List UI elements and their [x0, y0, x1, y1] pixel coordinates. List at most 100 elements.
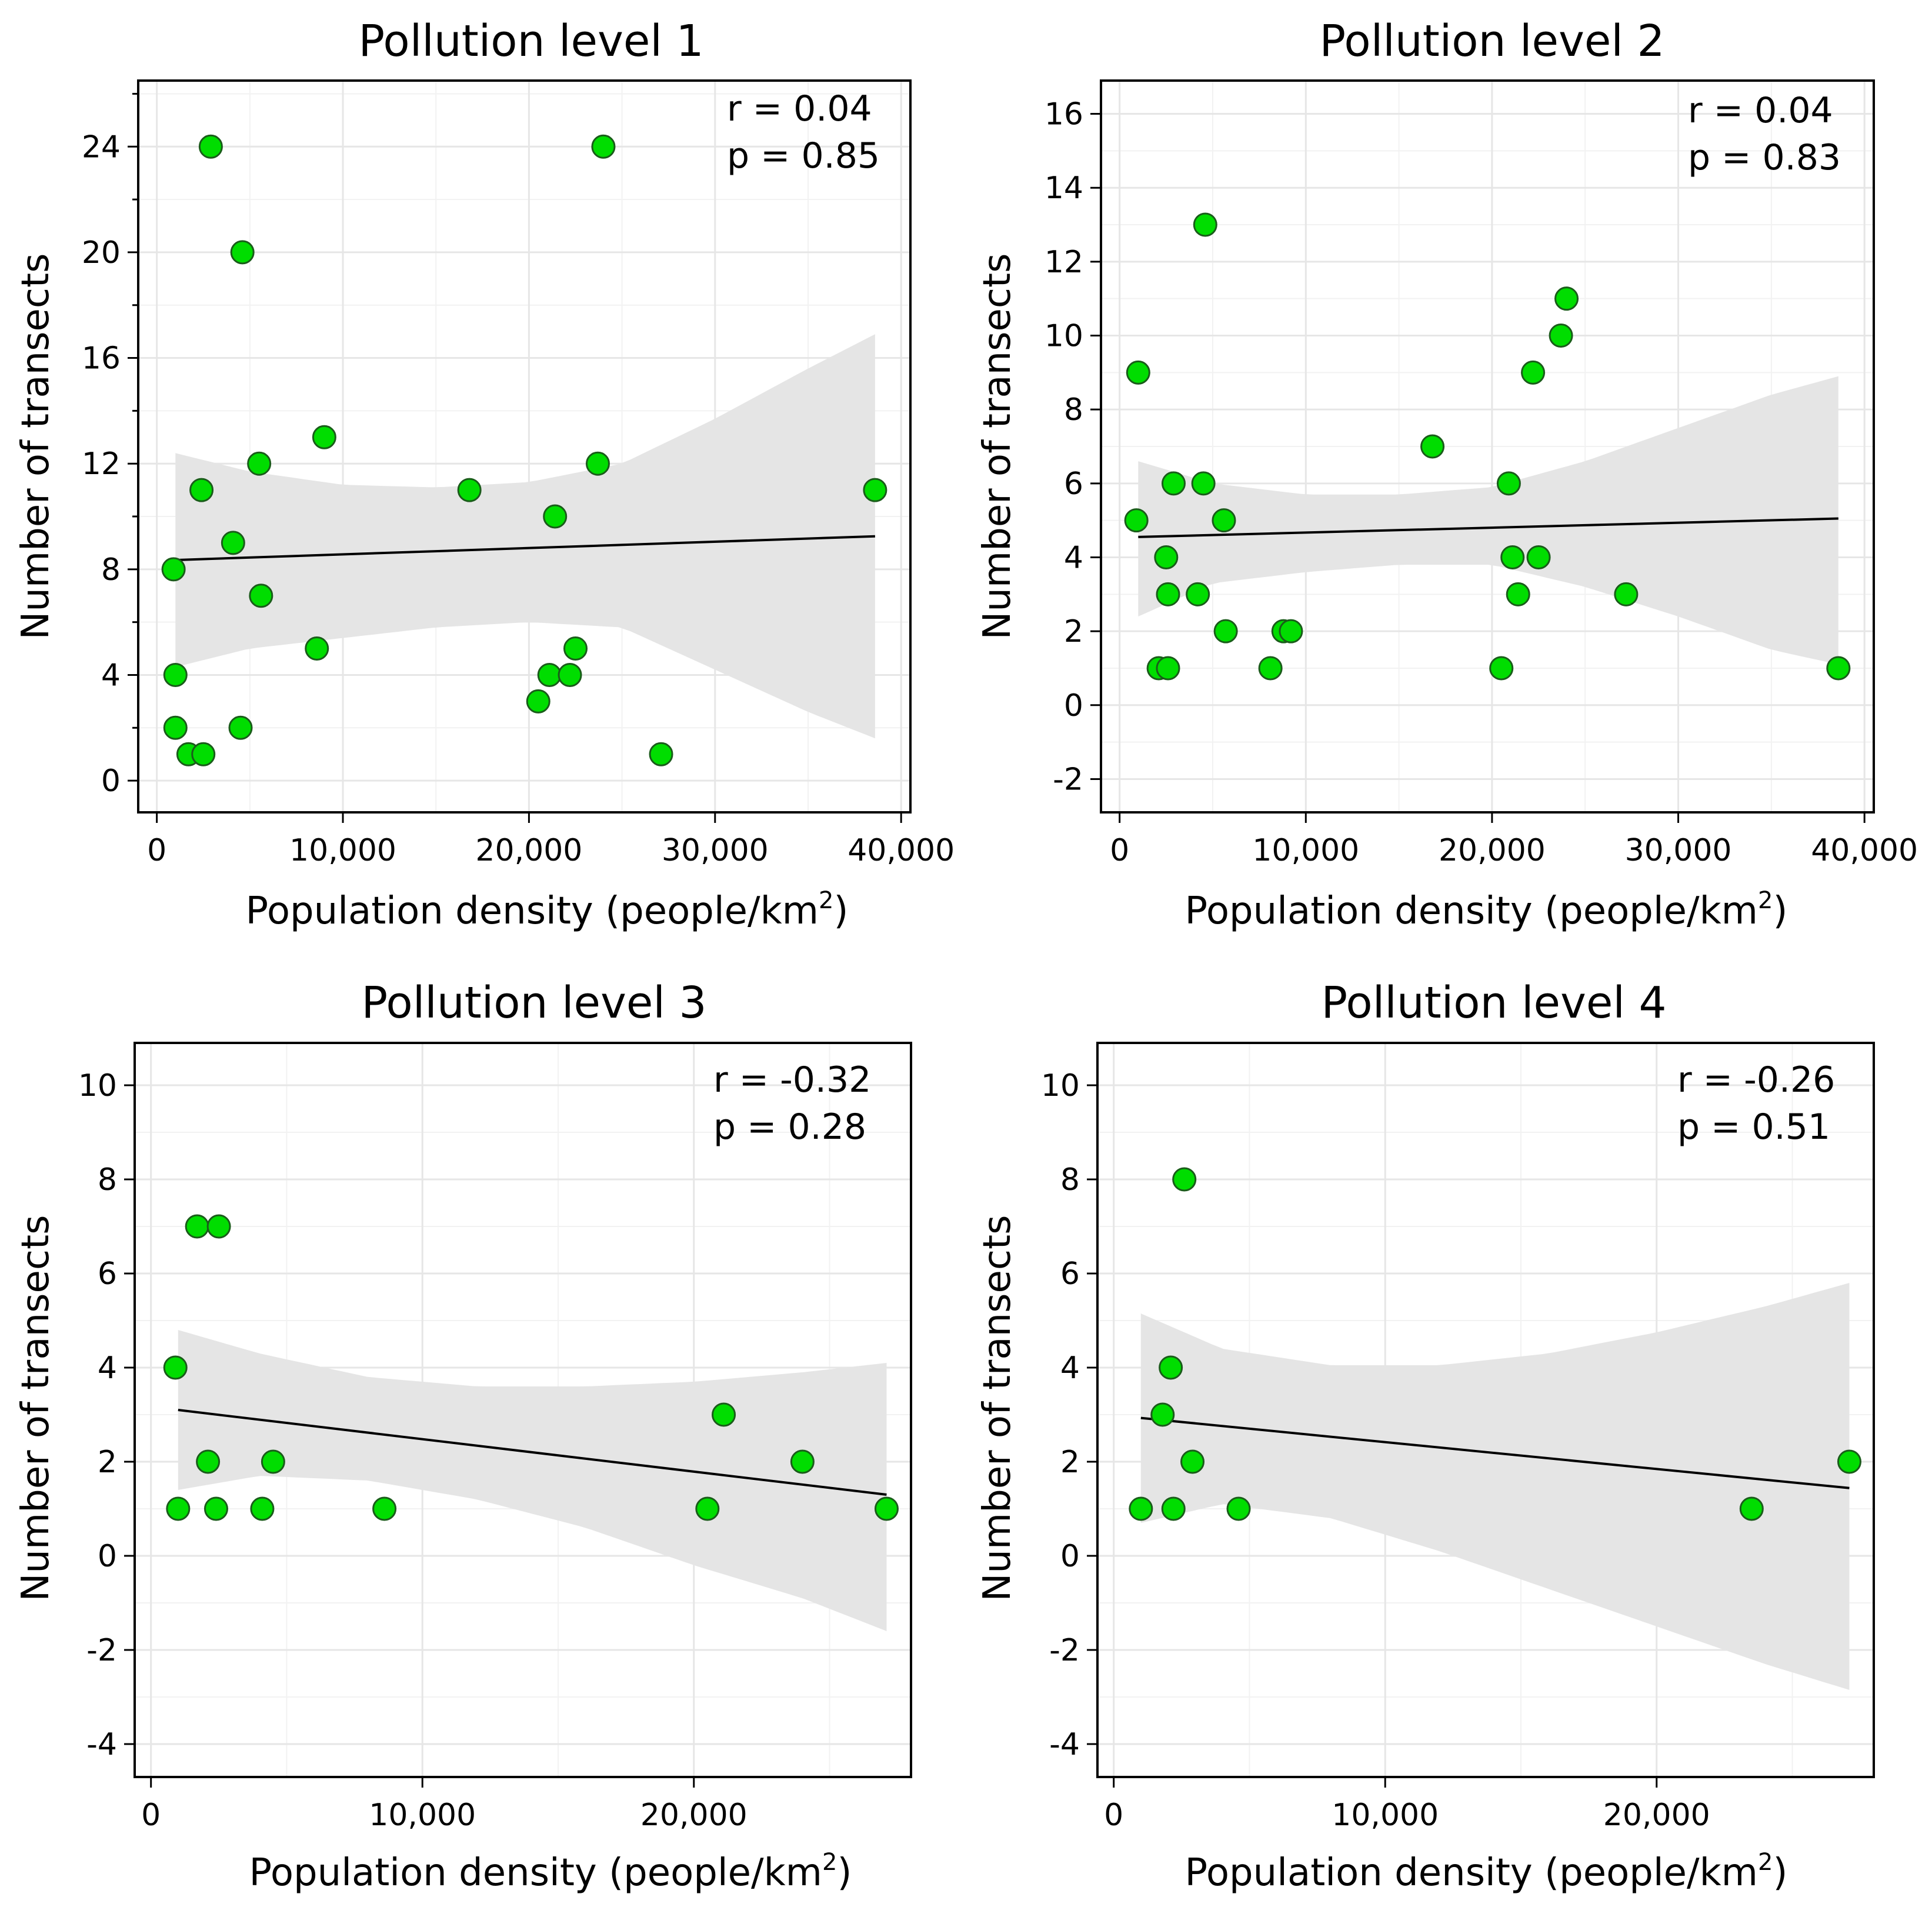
y-tick-label: 6: [98, 1256, 117, 1292]
x-tick-label: 0: [141, 1798, 161, 1833]
data-point: [230, 240, 255, 265]
y-tick-label: -2: [1053, 762, 1083, 797]
data-point: [1279, 619, 1303, 644]
y-tick-label: 16: [1045, 97, 1083, 132]
data-point: [312, 425, 336, 449]
data-point: [1526, 545, 1551, 569]
confidence-band: [178, 1330, 887, 1631]
y-tick-label: 0: [101, 764, 121, 799]
x-tick-label: 20,000: [1603, 1798, 1710, 1833]
data-point: [1150, 1402, 1175, 1427]
regression-line: [1138, 517, 1838, 538]
x-tick-label: 40,000: [847, 833, 955, 868]
data-point: [649, 742, 673, 766]
data-point: [372, 1496, 397, 1521]
data-point: [1213, 619, 1238, 644]
plot-frame: [1100, 79, 1875, 814]
data-point: [1837, 1449, 1861, 1474]
data-point: [537, 662, 562, 687]
data-point: [1506, 582, 1530, 606]
data-point: [591, 134, 616, 159]
data-point: [1156, 582, 1180, 606]
data-point: [457, 478, 482, 502]
data-point: [1161, 1496, 1186, 1521]
x-axis-label: Population density (people/km2): [1185, 887, 1788, 933]
data-point: [203, 1496, 228, 1521]
data-point: [1212, 508, 1236, 533]
y-axis-label: Number of transects: [976, 1215, 1019, 1602]
y-tick-label: 0: [1064, 688, 1083, 724]
data-point: [585, 451, 610, 476]
y-tick-label: 12: [1045, 245, 1083, 280]
p-annotation: p = 0.28: [713, 1106, 866, 1148]
r-annotation: r = 0.04: [727, 88, 872, 129]
panel-title: Pollution level 2: [1319, 16, 1664, 66]
data-point: [163, 715, 188, 740]
data-point: [1159, 1355, 1183, 1380]
x-axis-label: Population density (people/km2): [246, 887, 849, 933]
data-point: [1226, 1496, 1251, 1521]
data-point: [1521, 360, 1546, 385]
panel-pollution-level-3: Pollution level 3 0 10,000 20,000 -4 -2 0 2 4 6 8…: [14, 978, 912, 1895]
plot-frame: [137, 79, 912, 814]
data-point: [1549, 324, 1573, 348]
regression-line: [178, 1409, 887, 1496]
y-axis-label: Number of transects: [14, 1215, 58, 1602]
data-point: [250, 1496, 275, 1521]
data-point: [228, 715, 253, 740]
plot-frame: [134, 1042, 912, 1778]
y-tick-label: 2: [1064, 614, 1083, 649]
y-tick-label: 2: [98, 1445, 117, 1480]
data-point: [1161, 471, 1186, 496]
x-axis-label: Population density (people/km2): [1185, 1849, 1788, 1895]
data-point: [1739, 1496, 1764, 1521]
r-annotation: r = -0.32: [713, 1059, 871, 1101]
data-point: [189, 478, 214, 502]
x-tick-label: 20,000: [475, 833, 582, 868]
y-tick-label: -2: [86, 1633, 117, 1668]
data-point: [563, 636, 588, 661]
x-tick-label: 30,000: [1625, 833, 1732, 868]
data-point: [1193, 212, 1217, 237]
x-tick-label: 40,000: [1811, 833, 1918, 868]
data-point: [526, 689, 550, 714]
confidence-band: [1140, 1283, 1850, 1690]
data-point: [1129, 1496, 1153, 1521]
panel-title: Pollution level 1: [358, 16, 703, 66]
y-tick-label: 4: [1060, 1351, 1080, 1386]
data-point: [863, 478, 887, 502]
y-tick-label: 8: [98, 1162, 117, 1198]
y-tick-label: 20: [82, 235, 121, 271]
y-tick-label: 4: [1064, 540, 1083, 575]
y-tick-label: 6: [1064, 466, 1083, 502]
data-point: [1124, 508, 1149, 533]
data-point: [206, 1214, 231, 1239]
data-point: [198, 134, 223, 159]
data-point: [163, 1355, 188, 1380]
regression-line: [175, 535, 875, 562]
data-point: [166, 1496, 191, 1521]
data-point: [1496, 471, 1521, 496]
data-point: [305, 636, 329, 661]
plot-frame: [1096, 1042, 1875, 1778]
y-tick-label: 8: [1064, 392, 1083, 428]
y-axis-label: Number of transects: [976, 254, 1019, 640]
y-tick-label: 0: [98, 1539, 117, 1574]
data-point: [1191, 471, 1216, 496]
y-tick-label: -4: [86, 1727, 117, 1762]
r-annotation: r = 0.04: [1688, 90, 1833, 131]
y-tick-label: -4: [1049, 1727, 1080, 1762]
x-tick-label: 20,000: [640, 1798, 748, 1833]
x-tick-label: 30,000: [662, 833, 769, 868]
y-tick-label: 6: [1060, 1256, 1080, 1292]
data-point: [1500, 545, 1525, 569]
panel-pollution-level-4: Pollution level 4 0 10,000 20,000 -4 -2 0 2 4 6 8…: [976, 978, 1875, 1895]
data-point: [1186, 582, 1210, 606]
y-tick-label: 2: [1060, 1445, 1080, 1480]
x-tick-label: 10,000: [1332, 1798, 1439, 1833]
data-point: [1489, 656, 1514, 681]
data-point: [712, 1402, 736, 1427]
x-axis-label: Population density (people/km2): [249, 1849, 852, 1895]
data-point: [1258, 656, 1283, 681]
